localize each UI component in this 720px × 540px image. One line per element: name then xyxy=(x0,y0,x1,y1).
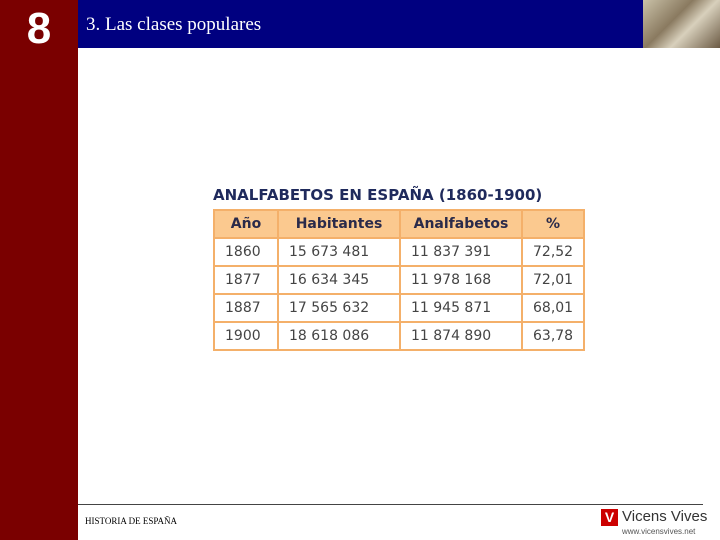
header-image xyxy=(643,0,720,48)
title-bar xyxy=(78,0,643,48)
table-cell: 11 874 890 xyxy=(399,321,523,351)
table-cell: 1900 xyxy=(213,321,279,351)
table-cell: 72,52 xyxy=(520,237,586,267)
header-cell: Analfabetos xyxy=(399,209,523,239)
header-cell: Año xyxy=(213,209,279,239)
slide-title: 3. Las clases populares xyxy=(86,14,262,35)
table-row: 1860 15 673 481 11 837 391 72,52 xyxy=(213,237,586,267)
side-bar xyxy=(0,0,78,540)
table-cell: 72,01 xyxy=(520,265,586,295)
header-cell: Habitantes xyxy=(277,209,401,239)
footer-text: HISTORIA DE ESPAÑA xyxy=(85,516,178,526)
table-cell: 16 634 345 xyxy=(277,265,401,295)
table-cell: 68,01 xyxy=(520,293,586,323)
table-row: 1877 16 634 345 11 978 168 72,01 xyxy=(213,265,586,295)
table-cell: 15 673 481 xyxy=(277,237,401,267)
header-row: Año Habitantes Analfabetos % xyxy=(213,209,586,239)
table-cell: 18 618 086 xyxy=(277,321,401,351)
table-row: 1887 17 565 632 11 945 871 68,01 xyxy=(213,293,586,323)
slide-number: 8 xyxy=(26,4,52,53)
table-row: 1900 18 618 086 11 874 890 63,78 xyxy=(213,321,586,351)
table-cell: 1877 xyxy=(213,265,279,295)
logo-name: Vicens Vives xyxy=(622,508,708,525)
table-cell: 1887 xyxy=(213,293,279,323)
footer-line xyxy=(78,504,703,505)
header-cell: % xyxy=(520,209,586,239)
table-cell: 11 945 871 xyxy=(399,293,523,323)
table-cell: 1860 xyxy=(213,237,279,267)
table-title: ANALFABETOS EN ESPAÑA (1860-1900) xyxy=(213,186,543,204)
logo-url: www.vicensvives.net xyxy=(622,527,696,536)
table-cell: 11 837 391 xyxy=(399,237,523,267)
table-cell: 63,78 xyxy=(520,321,586,351)
table-cell: 11 978 168 xyxy=(399,265,523,295)
table: Año Habitantes Analfabetos % 1860 15 673 … xyxy=(213,209,586,351)
logo-icon: V xyxy=(601,509,618,526)
table-cell: 17 565 632 xyxy=(277,293,401,323)
